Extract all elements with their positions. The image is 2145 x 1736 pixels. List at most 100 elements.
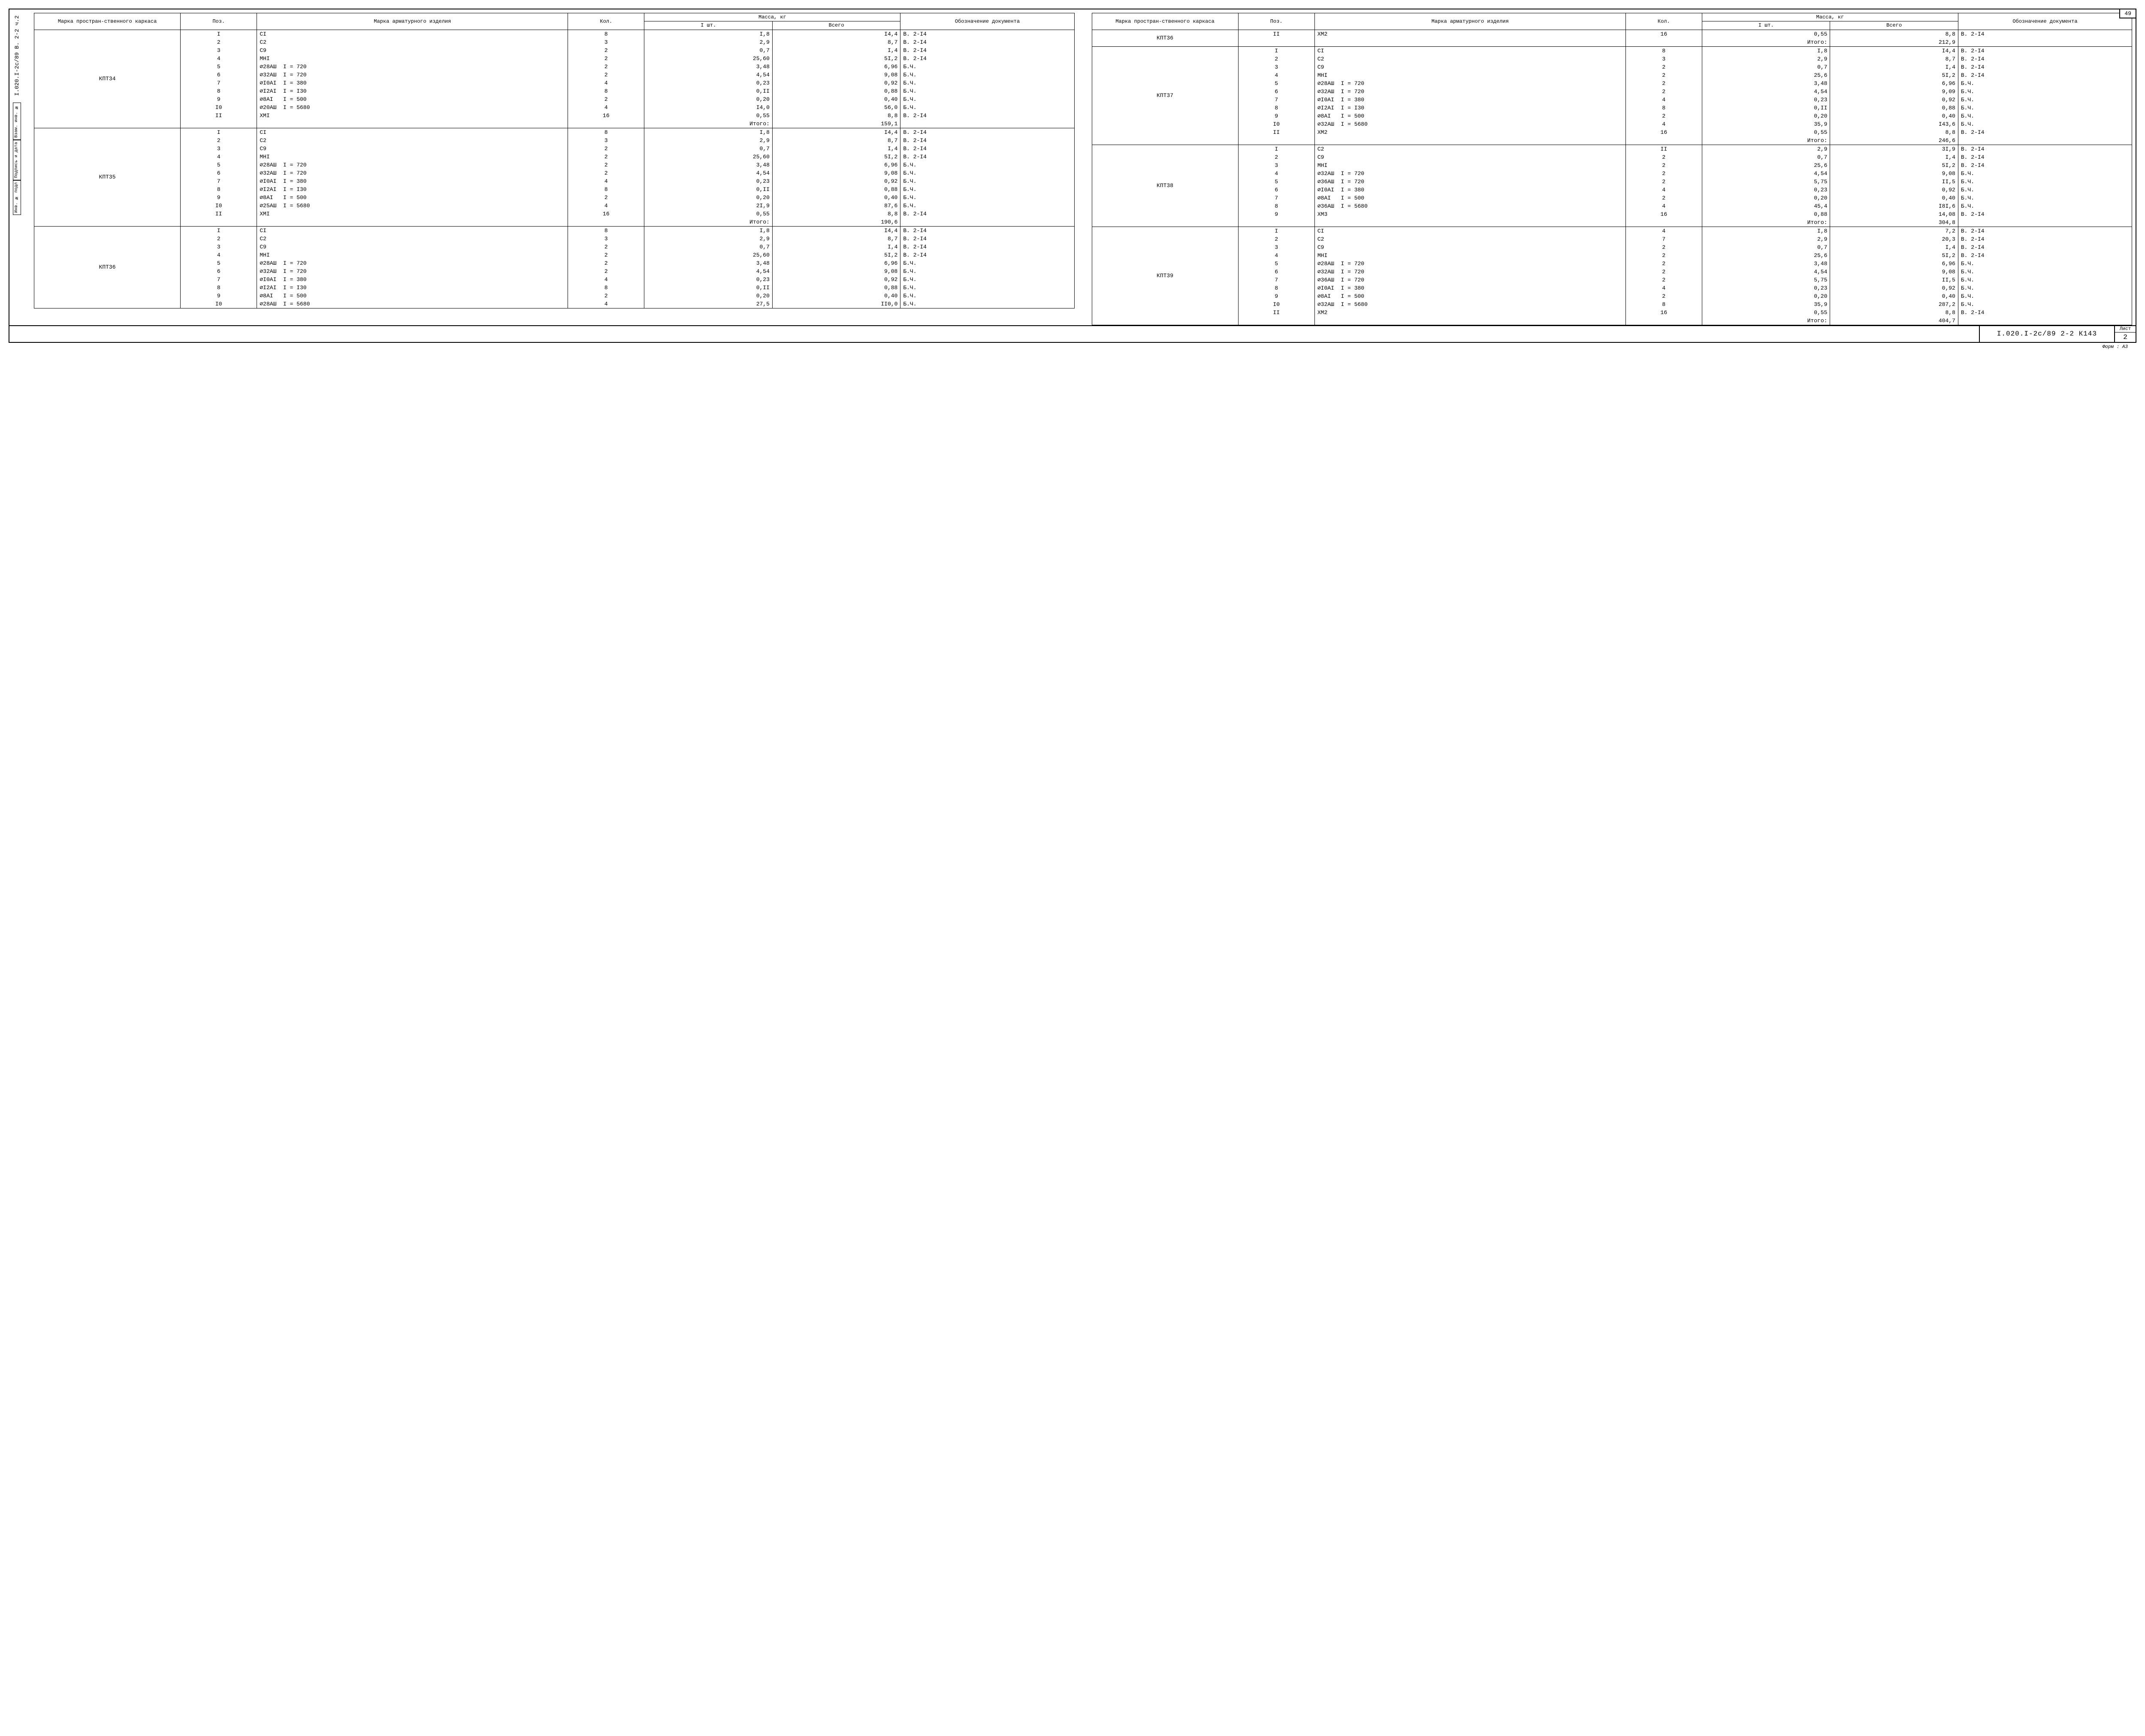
cell-doc: Б.Ч. [900, 63, 1074, 71]
cell-izd: ∅32АШ I = 720 [257, 267, 568, 275]
table-row: 4МНI225,65I,2В. 2-I4 [1092, 71, 2132, 79]
table-row: 5∅28АШ I = 72023,486,96Б.Ч. [34, 63, 1075, 71]
cell-m2: II0,0 [772, 300, 900, 308]
form-note: Форм : А3 [9, 343, 2136, 350]
table-row: 7∅I0АI I = 38040,230,92Б.Ч. [34, 275, 1075, 284]
cell-doc: Б.Ч. [1958, 79, 2132, 88]
cell-izd: ∅8АI I = 500 [257, 292, 568, 300]
cell-m2: 6,96 [1830, 79, 1958, 88]
total-value: 190,6 [772, 218, 900, 227]
cell-m2: 9,08 [772, 267, 900, 275]
cell-kol: 4 [568, 79, 644, 87]
total-row: Итого: 246,6 [1092, 136, 2132, 145]
cell-doc: Б.Ч. [900, 79, 1074, 87]
cell-kol: 4 [568, 177, 644, 185]
table-row: 7∅I0АI I = 38040,230,92Б.Ч. [1092, 96, 2132, 104]
side-box-sign: Подпись и дата [13, 140, 21, 180]
cell-izd: С2 [1314, 55, 1625, 63]
cell-poz: I0 [181, 103, 257, 112]
cell-m2: 0,40 [772, 194, 900, 202]
cell-m2: 7,2 [1830, 227, 1958, 235]
cell-m1: 0,7 [1702, 63, 1830, 71]
cell-m1: 0,7 [644, 243, 772, 251]
cell-m1: I,8 [644, 128, 772, 136]
table-row: 2С232,98,7В. 2-I4 [1092, 55, 2132, 63]
table-row: КПТ38IС2II2,93I,9В. 2-I4 [1092, 145, 2132, 153]
table-row: КПТ36IСI8I,8I4,4В. 2-I4 [34, 226, 1075, 235]
cell-poz: 2 [1238, 235, 1314, 243]
cell-kol: 16 [1625, 308, 1702, 317]
table-row: 9∅8АI I = 50020,200,40Б.Ч. [34, 194, 1075, 202]
table-row: КПТ35IСI8I,8I4,4В. 2-I4 [34, 128, 1075, 136]
cell-doc: В. 2-I4 [900, 226, 1074, 235]
cell-m1: 5,75 [1702, 178, 1830, 186]
cell-doc: В. 2-I4 [1958, 55, 2132, 63]
cell-kol: 16 [568, 112, 644, 120]
cell-m2: 0,88 [772, 284, 900, 292]
table-row: КПТ37IСI8I,8I4,4В. 2-I4 [1092, 46, 2132, 55]
table-row: 8∅36АШ I = 5680445,4I8I,6Б.Ч. [1092, 202, 2132, 210]
table-row: 8∅I0АI I = 38040,230,92Б.Ч. [1092, 284, 2132, 292]
cell-izd: МНI [257, 54, 568, 63]
cell-m2: 8,7 [1830, 55, 1958, 63]
cell-izd: ∅I2АI I = I30 [1314, 104, 1625, 112]
cell-poz: 8 [1238, 284, 1314, 292]
total-label: Итого: [1702, 38, 1830, 47]
cell-doc: В. 2-I4 [900, 46, 1074, 54]
cell-poz: 9 [181, 194, 257, 202]
cell-izd: ∅32АШ I = 720 [1314, 268, 1625, 276]
cell-poz: I [1238, 145, 1314, 153]
cell-m2: 0,40 [1830, 112, 1958, 120]
cell-m2: 0,92 [1830, 284, 1958, 292]
cell-m1: 0,23 [1702, 186, 1830, 194]
cell-izd: МНI [1314, 161, 1625, 169]
cell-m2: I4,4 [772, 30, 900, 38]
table-row: 2С920,7I,4В. 2-I4 [1092, 153, 2132, 161]
cell-kol: 2 [568, 243, 644, 251]
cell-kol: 2 [1625, 112, 1702, 120]
cell-m2: I,4 [772, 243, 900, 251]
cell-izd: СI [257, 226, 568, 235]
cell-m1: 25,60 [644, 153, 772, 161]
cell-izd: ХМI [257, 112, 568, 120]
cell-m1: 4,54 [1702, 169, 1830, 178]
cell-m2: 9,08 [772, 169, 900, 177]
page-number-top: 49 [2119, 9, 2136, 18]
table-row: 9∅8АI I = 50020,200,40Б.Ч. [34, 292, 1075, 300]
cell-m2: 9,09 [1830, 88, 1958, 96]
cell-m2: 0,88 [772, 87, 900, 95]
hdr-kol: Кол. [568, 13, 644, 30]
total-value: 212,9 [1830, 38, 1958, 47]
table-row: 3С920,7I,4В. 2-I4 [1092, 63, 2132, 71]
table-row: I0∅32АШ I = 5680835,9287,2Б.Ч. [1092, 300, 2132, 308]
cell-poz: 9 [181, 95, 257, 103]
cell-kol: 8 [568, 226, 644, 235]
cell-m1: 5,75 [1702, 276, 1830, 284]
cell-m2: 0,88 [1830, 104, 1958, 112]
cell-m1: 3,48 [1702, 260, 1830, 268]
cell-kol: 2 [1625, 268, 1702, 276]
cell-kol: 3 [568, 136, 644, 145]
cell-m2: 3I,9 [1830, 145, 1958, 153]
cell-poz: 5 [181, 161, 257, 169]
hdr-izd: Марка арматурного изделия [257, 13, 568, 30]
footer-sheet-no: 2 [2115, 333, 2136, 342]
cell-doc: Б.Ч. [1958, 300, 2132, 308]
table-row: 9ХМ3160,8814,08В. 2-I4 [1092, 210, 2132, 218]
cell-kol: 2 [568, 267, 644, 275]
cell-poz: I0 [1238, 120, 1314, 128]
cell-m1: 0,88 [1702, 210, 1830, 218]
hdr-poz: Поз. [1238, 13, 1314, 30]
cell-poz: 9 [1238, 210, 1314, 218]
cell-kol: 8 [1625, 300, 1702, 308]
table-row: I0∅32АШ I = 5680435,9I43,6Б.Ч. [1092, 120, 2132, 128]
cell-doc: Б.Ч. [900, 194, 1074, 202]
cell-kol: 2 [1625, 260, 1702, 268]
cell-izd: С2 [257, 38, 568, 46]
cell-poz: 5 [1238, 178, 1314, 186]
cell-poz: 9 [1238, 112, 1314, 120]
cell-m2: I4,4 [772, 226, 900, 235]
cell-m2: 8,8 [772, 112, 900, 120]
cell-poz: 3 [1238, 161, 1314, 169]
table-row: 5∅36АШ I = 72025,75II,5Б.Ч. [1092, 178, 2132, 186]
